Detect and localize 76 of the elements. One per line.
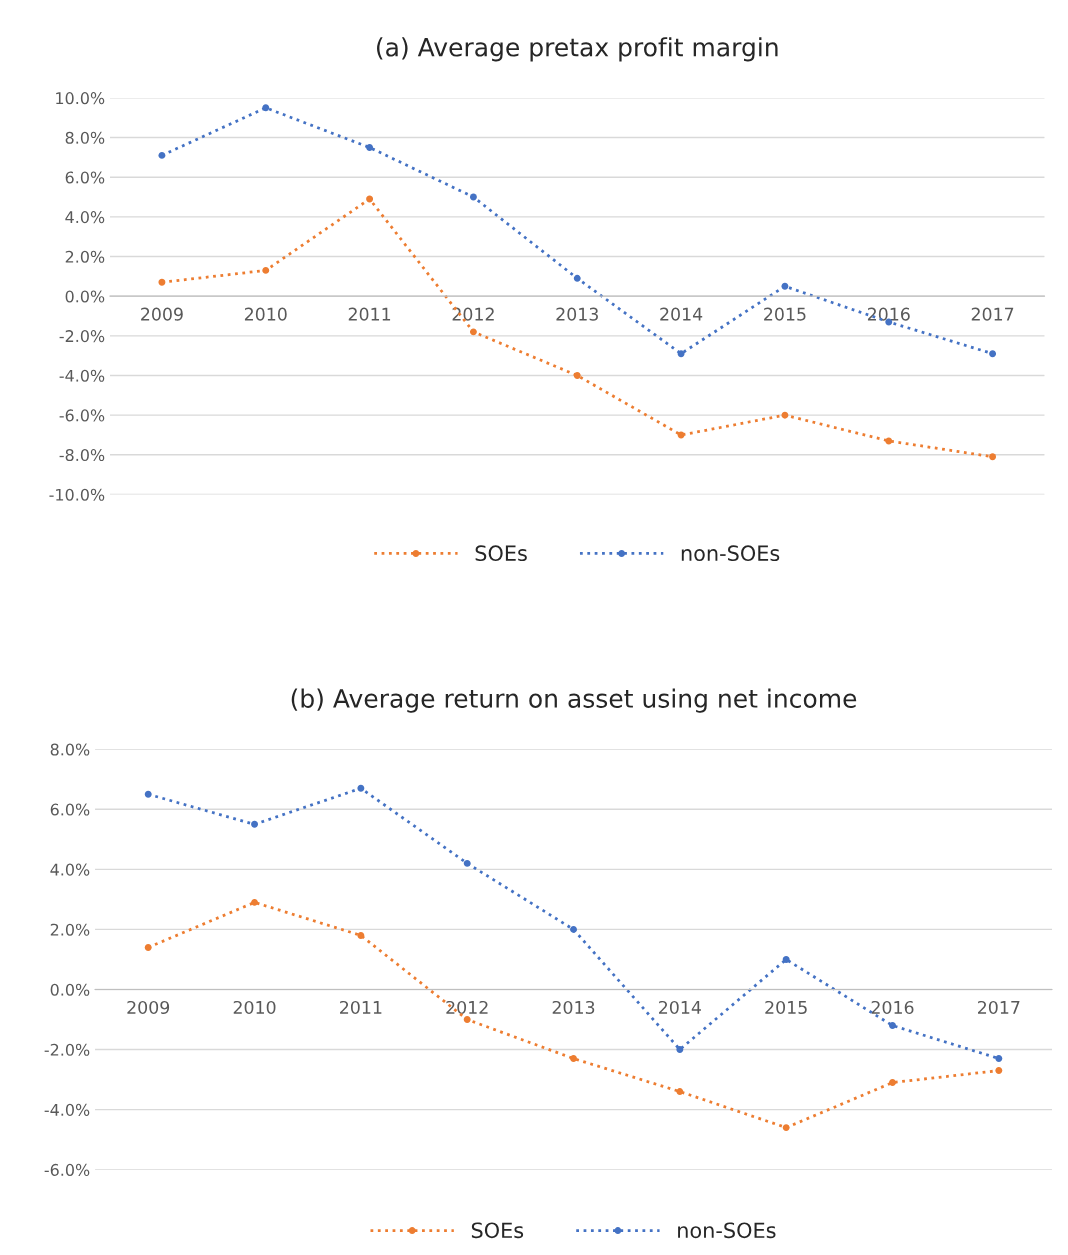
x-tick-label: 2011: [348, 307, 391, 321]
y-tick-label: 0.0%: [50, 983, 90, 996]
point: [158, 151, 166, 159]
x-tick-label: 2015: [764, 307, 806, 321]
point: [366, 143, 374, 151]
point: [889, 1022, 896, 1029]
y-tick-label: 8.0%: [65, 131, 105, 144]
x-tick-label: 2015: [765, 1000, 807, 1015]
x-tick-label: 2016: [867, 307, 910, 321]
point: [357, 931, 365, 939]
x-tick-label: 2013: [556, 307, 598, 321]
point: [676, 1046, 684, 1054]
y-tick-label: 6.0%: [50, 803, 90, 816]
point: [570, 925, 577, 933]
point: [889, 1079, 896, 1087]
y-tick-label: -8.0%: [59, 449, 105, 462]
y-tick-label: -4.0%: [59, 369, 105, 382]
point: [782, 1124, 790, 1132]
point: [573, 372, 581, 379]
y-tick-label: -10.0%: [49, 488, 105, 501]
y-tick-label: 10.0%: [56, 92, 105, 105]
legend-label: non-SOEs: [678, 1222, 776, 1239]
chart-title: (b) Average return on asset using net income: [291, 688, 857, 713]
x-tick-label: 2010: [244, 307, 287, 321]
point: [251, 820, 259, 828]
point: [782, 955, 790, 963]
point: [262, 266, 270, 274]
point: [885, 437, 893, 445]
x-tick-label: 2016: [871, 1000, 914, 1015]
point: [469, 328, 477, 336]
chart-title: (a) Average pretax profit margin: [377, 37, 778, 62]
point: [573, 274, 581, 282]
point: [366, 195, 374, 203]
y-tick-label: 6.0%: [65, 171, 105, 184]
x-tick-label: 2010: [233, 1000, 276, 1015]
point: [463, 1016, 471, 1023]
x-tick-label: 2012: [446, 1000, 488, 1015]
point: [463, 859, 471, 867]
point: [469, 193, 477, 201]
x-tick-label: 2014: [659, 1000, 701, 1015]
y-tick-label: -6.0%: [59, 409, 105, 422]
x-tick-label: 2013: [552, 1000, 595, 1015]
y-tick-label: 4.0%: [50, 863, 90, 876]
point: [677, 350, 685, 358]
point: [570, 1055, 577, 1063]
y-tick-label: 8.0%: [50, 743, 90, 756]
y-tick-label: 2.0%: [65, 250, 105, 263]
y-tick-label: -6.0%: [44, 1163, 90, 1176]
y-tick-label: 0.0%: [65, 290, 105, 303]
y-tick-label: -2.0%: [59, 330, 105, 343]
x-tick-label: 2012: [452, 307, 494, 321]
x-tick-label: 2009: [141, 307, 183, 321]
point: [144, 943, 152, 951]
x-tick-label: 2014: [660, 307, 703, 321]
x-tick-label: 2009: [127, 1000, 170, 1015]
point: [995, 1055, 1003, 1063]
point: [158, 278, 166, 286]
x-tick-label: 2011: [340, 1000, 382, 1015]
x-tick-label: 2017: [978, 1000, 1020, 1015]
legend-label: non-SOEs: [681, 545, 780, 562]
point: [989, 350, 997, 358]
y-tick-label: -2.0%: [44, 1043, 90, 1056]
legend-label: SOEs: [471, 1222, 524, 1239]
y-tick-label: 2.0%: [50, 923, 90, 936]
point: [781, 282, 789, 290]
x-tick-label: 2017: [971, 307, 1014, 321]
point: [357, 784, 365, 792]
point: [676, 1088, 684, 1096]
point: [262, 104, 270, 112]
y-tick-label: 4.0%: [65, 211, 105, 224]
point: [995, 1067, 1003, 1075]
point: [144, 790, 152, 798]
point: [989, 453, 997, 461]
legend-label: SOEs: [475, 545, 527, 562]
point: [251, 898, 259, 906]
y-tick-label: -4.0%: [44, 1103, 90, 1116]
